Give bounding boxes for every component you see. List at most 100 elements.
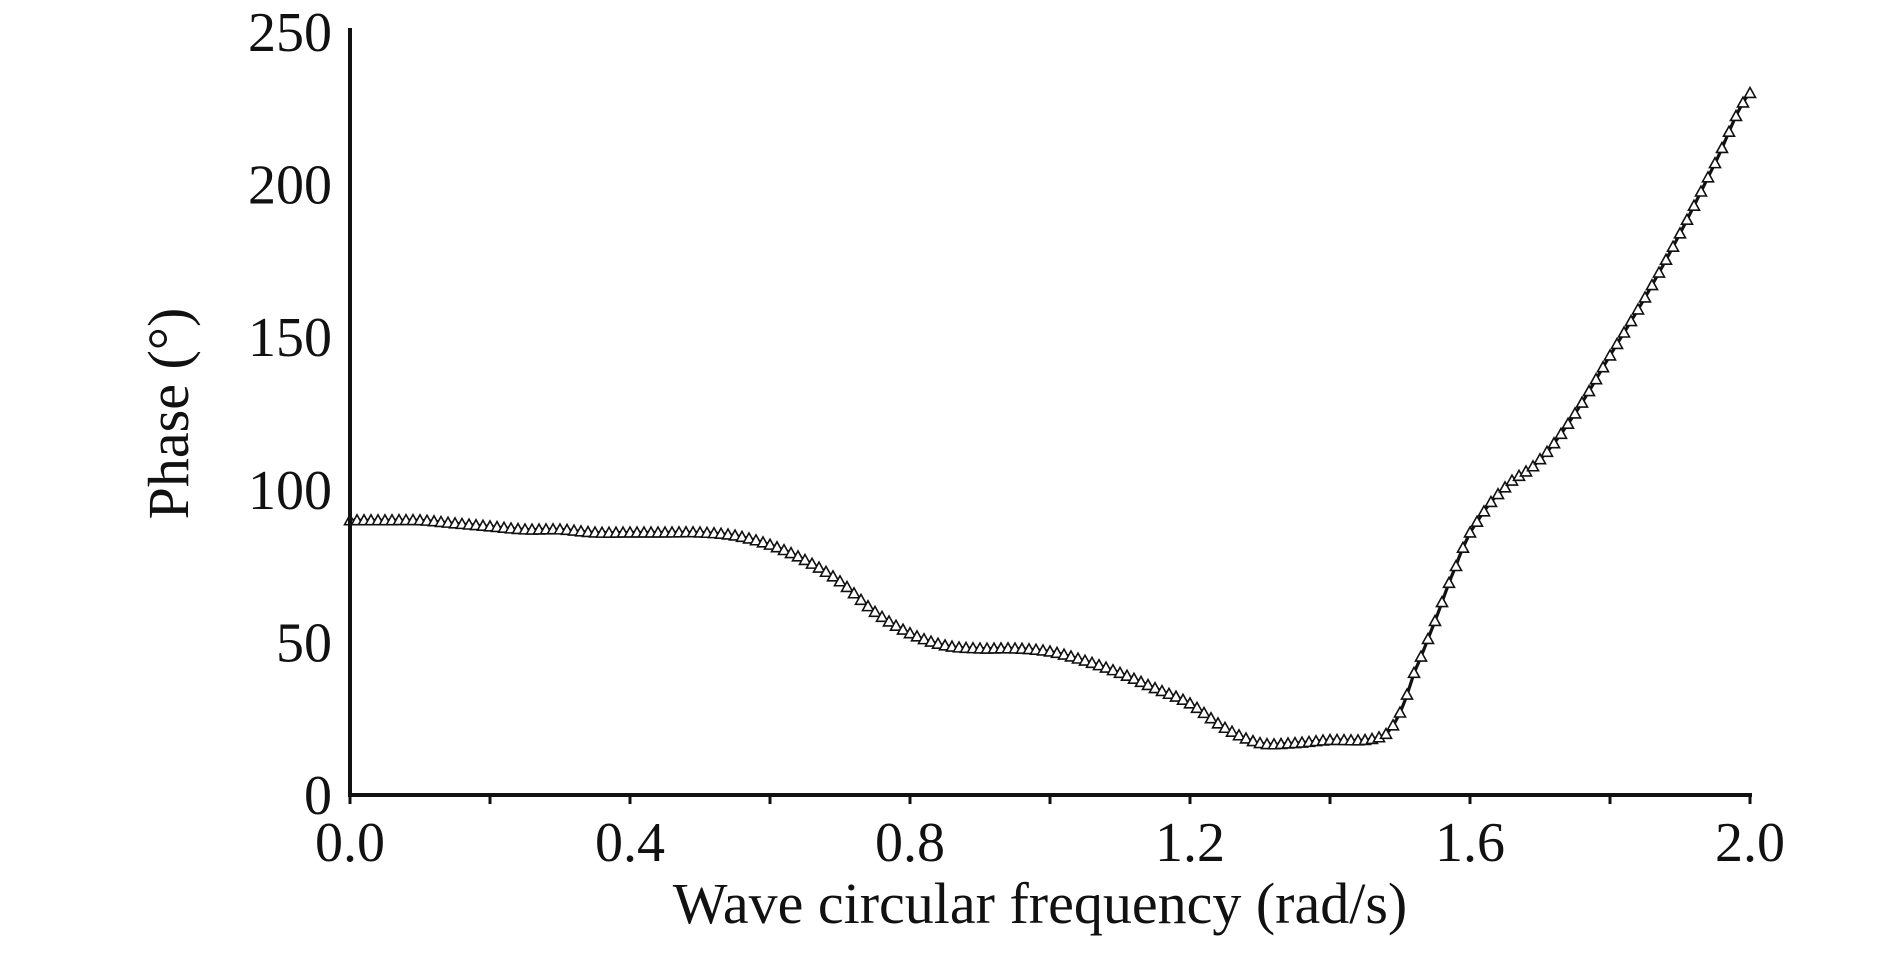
- data-point: [1239, 731, 1253, 744]
- data-point: [1603, 348, 1617, 361]
- data-point: [1701, 170, 1715, 183]
- data-point: [1421, 631, 1435, 645]
- data-point: [1050, 645, 1064, 659]
- data-point: [896, 622, 910, 635]
- data-point: [805, 556, 819, 569]
- axes: [348, 28, 1752, 804]
- data-point: [1729, 108, 1743, 122]
- data-point: [1736, 95, 1750, 108]
- y-tick-label: 0: [304, 765, 332, 827]
- data-point: [861, 599, 875, 612]
- data-point: [882, 614, 896, 627]
- data-point: [1638, 290, 1652, 303]
- data-point: [1673, 226, 1687, 239]
- data-point: [1211, 716, 1225, 729]
- data-point: [847, 586, 861, 599]
- data-point: [826, 569, 840, 582]
- data-point: [1561, 416, 1575, 430]
- data-point: [742, 531, 756, 544]
- data-point: [1596, 360, 1610, 373]
- data-point: [1141, 677, 1155, 691]
- data-point: [1582, 384, 1596, 397]
- data-point: [1743, 85, 1757, 99]
- data-point: [1127, 671, 1141, 685]
- x-tick-label: 1.2: [1155, 812, 1225, 874]
- data-point: [1204, 711, 1218, 724]
- data-point: [756, 535, 770, 548]
- data-point: [840, 579, 854, 593]
- data-point: [1162, 686, 1176, 700]
- data-point: [1484, 494, 1498, 508]
- data-point: [1099, 660, 1113, 673]
- data-point: [1057, 647, 1071, 660]
- data-point: [1498, 480, 1512, 493]
- x-tick-label: 2.0: [1715, 812, 1785, 874]
- data-point: [1120, 668, 1134, 681]
- data-point: [1246, 734, 1260, 747]
- data-point: [903, 626, 917, 639]
- data-point: [1456, 540, 1470, 553]
- x-tick-label: 0.4: [595, 812, 665, 874]
- x-tick-label: 0.8: [875, 812, 945, 874]
- data-point: [1575, 395, 1589, 408]
- data-point: [1442, 575, 1456, 589]
- data-point: [1568, 406, 1582, 419]
- data-point: [1155, 683, 1169, 697]
- data-point: [1071, 651, 1085, 664]
- data-point: [1533, 452, 1547, 465]
- data-point: [1225, 724, 1239, 737]
- data-point: [1554, 426, 1568, 440]
- data-point: [1386, 718, 1400, 731]
- data-point: [1610, 336, 1624, 350]
- data-point: [1113, 665, 1127, 679]
- y-tick-label: 200: [248, 155, 332, 217]
- data-point: [763, 537, 777, 550]
- data-point: [1106, 663, 1120, 676]
- data-point: [1169, 689, 1183, 702]
- data-point: [1491, 487, 1505, 500]
- y-tick-label: 100: [248, 460, 332, 522]
- data-point: [1183, 696, 1197, 709]
- data-point: [812, 560, 826, 573]
- data-point: [889, 618, 903, 631]
- data-point: [875, 609, 889, 623]
- data-point: [777, 542, 791, 556]
- x-tick-label: 1.6: [1435, 812, 1505, 874]
- data-point: [1197, 705, 1211, 719]
- data-point: [910, 629, 924, 642]
- data-point: [1631, 302, 1645, 315]
- data-point: [1218, 720, 1232, 734]
- data-point: [1148, 681, 1162, 694]
- tick-labels: 0.0 0.4 0.8 1.2 1.6 2.0 0 50 100 150 200 250: [248, 2, 1785, 874]
- data-point: [1190, 700, 1204, 714]
- data-point: [749, 533, 763, 546]
- data-point: [1400, 687, 1414, 700]
- data-point: [1526, 459, 1540, 472]
- data-point: [1589, 372, 1603, 385]
- data-point: [1449, 558, 1463, 572]
- data-point: [1722, 124, 1736, 137]
- data-point: [1407, 665, 1421, 679]
- data-point: [1652, 265, 1666, 278]
- data-point: [1470, 514, 1484, 527]
- data-point: [1694, 184, 1708, 197]
- data-point: [1134, 674, 1148, 688]
- data-point: [868, 604, 882, 618]
- data-point: [1064, 649, 1078, 662]
- data-point: [1435, 595, 1449, 608]
- data-point: [770, 540, 784, 553]
- data-point: [1428, 613, 1442, 627]
- data-point: [1092, 658, 1106, 671]
- data-point: [1477, 504, 1491, 517]
- plot-area: [343, 85, 1757, 750]
- data-point: [1232, 728, 1246, 741]
- data-point: [1687, 198, 1701, 211]
- data-point: [924, 634, 938, 647]
- data-point: [1078, 653, 1092, 666]
- y-tick-label: 150: [248, 307, 332, 369]
- data-point: [1624, 314, 1638, 327]
- data-point: [1708, 156, 1722, 169]
- data-point: [1085, 655, 1099, 669]
- data-point: [1680, 212, 1694, 225]
